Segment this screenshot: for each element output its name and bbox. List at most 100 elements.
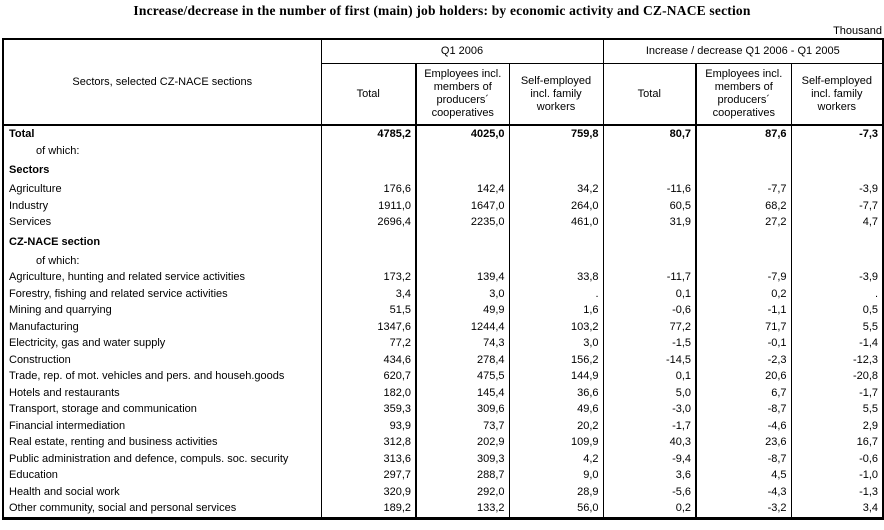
- value-cell: 20,2: [509, 417, 604, 434]
- page-title: Increase/decrease in the number of first…: [133, 3, 751, 18]
- value-cell: 3,4: [862, 502, 879, 515]
- value-cell: [321, 230, 417, 253]
- value-cell: -8,7: [696, 450, 792, 467]
- row-label: Hotels and restaurants: [3, 384, 322, 401]
- value-cell: 182,0: [321, 384, 417, 401]
- value-cell: 0,2: [603, 500, 698, 518]
- table-row: Construction 434,6 278,4 156,2 -14,5 -2,3 -12,…: [3, 351, 883, 368]
- value-cell: 297,7: [321, 467, 417, 484]
- value-cell: 4,7: [862, 216, 879, 229]
- value-cell: 60,5: [603, 197, 698, 214]
- row-label: Electricity, gas and water supply: [3, 335, 322, 352]
- value-cell: 0,5: [862, 304, 879, 317]
- table-row: Services 2696,4 2235,0 461,0 31,9 27,2 4,7: [3, 214, 883, 231]
- table-row: Agriculture 176,6 142,4 34,2 -11,6 -7,7 -3,9: [3, 181, 883, 198]
- row-label: Sectors: [3, 159, 322, 181]
- table-row: Trade, rep. of mot. vehicles and pers. a…: [3, 368, 883, 385]
- value-cell: -1,4: [859, 337, 879, 350]
- value-cell: 87,6: [696, 125, 792, 143]
- value-cell: 461,0: [509, 214, 604, 231]
- value-cell: 23,6: [696, 434, 792, 451]
- value-cell: 1347,6: [321, 318, 417, 335]
- value-cell: 5,5: [862, 320, 879, 333]
- value-cell: [321, 159, 417, 181]
- table-row: Forestry, fishing and related service ac…: [3, 285, 883, 302]
- value-cell: [321, 142, 417, 159]
- value-cell: -7,7: [696, 181, 792, 198]
- value-cell: 264,0: [509, 197, 604, 214]
- value-cell: [791, 253, 883, 270]
- table-row: Education 297,7 288,7 9,0 3,6 4,5 -1,0: [3, 467, 883, 484]
- column-group-increase-decrease: Increase / decrease Q1 2006 - Q1 2005: [603, 39, 884, 64]
- value-cell: -12,3: [852, 353, 879, 366]
- row-label: Mining and quarrying: [3, 302, 322, 319]
- table-row: Transport, storage and communication 359,…: [3, 401, 883, 418]
- value-cell: 139,4: [416, 269, 510, 286]
- value-cell: [509, 230, 604, 253]
- value-cell: 2696,4: [321, 214, 417, 231]
- row-label: Services: [3, 214, 322, 231]
- row-label: Public administration and defence, compu…: [3, 450, 322, 467]
- row-label: Total: [3, 125, 322, 143]
- value-cell: 34,2: [509, 181, 604, 198]
- value-cell: [603, 252, 698, 269]
- value-cell: -9,4: [603, 450, 698, 467]
- row-label: Real estate, renting and business activi…: [3, 434, 322, 451]
- value-cell: -11,6: [603, 181, 698, 198]
- value-cell: 156,2: [509, 351, 604, 368]
- value-cell: 359,3: [321, 401, 417, 418]
- table-row: Public administration and defence, compu…: [3, 450, 883, 467]
- value-cell: -3,0: [603, 401, 698, 418]
- value-cell: 759,8: [509, 125, 604, 143]
- value-cell: 73,7: [416, 417, 510, 434]
- header-subcolumn-row: Total Employees incl. members of produce…: [3, 63, 884, 126]
- value-cell: 144,9: [509, 368, 604, 385]
- value-cell: 176,6: [321, 181, 417, 198]
- value-cell: 202,9: [416, 434, 510, 451]
- value-cell: 620,7: [321, 368, 417, 385]
- value-cell: [321, 252, 417, 269]
- value-cell: 103,2: [509, 318, 604, 335]
- value-cell: 3,0: [416, 285, 510, 302]
- header-group-row: Sectors, selected CZ-NACE sections Q1 20…: [3, 39, 884, 126]
- value-cell: 9,0: [509, 467, 604, 484]
- row-header: Sectors, selected CZ-NACE sections: [3, 39, 322, 126]
- value-cell: 20,6: [696, 368, 792, 385]
- value-cell: [509, 142, 604, 159]
- value-cell: [603, 230, 698, 253]
- value-cell: -4,6: [696, 417, 792, 434]
- value-cell: -1,3: [859, 485, 879, 498]
- table-row: Manufacturing 1347,6 1244,4 103,2 77,2 71,7 5,…: [3, 318, 883, 335]
- value-cell: [696, 159, 792, 181]
- value-cell: -2,3: [696, 351, 792, 368]
- value-cell: -20,8: [852, 370, 879, 383]
- value-cell: -3,9: [859, 271, 879, 284]
- value-cell: -5,6: [603, 483, 698, 500]
- value-cell: 1647,0: [416, 197, 510, 214]
- value-cell: .: [874, 287, 879, 300]
- value-cell: 68,2: [696, 197, 792, 214]
- row-label: Other community, social and personal ser…: [3, 500, 322, 518]
- row-label: Education: [3, 467, 322, 484]
- value-cell: [416, 142, 510, 159]
- value-cell: 80,7: [603, 125, 698, 143]
- value-cell: 0,1: [603, 368, 698, 385]
- row-label: CZ-NACE section: [3, 230, 322, 253]
- value-cell: -4,3: [696, 483, 792, 500]
- value-cell: 309,3: [416, 450, 510, 467]
- value-cell: 49,6: [509, 401, 604, 418]
- data-table: Sectors, selected CZ-NACE sections Q1 20…: [2, 38, 884, 520]
- value-cell: 313,6: [321, 450, 417, 467]
- table-row: CZ-NACE section: [3, 230, 883, 253]
- value-cell: 56,0: [509, 500, 604, 518]
- column-header-inc-self-employed: Self-employed incl. family workers: [791, 63, 884, 126]
- value-cell: -3,9: [859, 183, 879, 196]
- value-cell: 475,5: [416, 368, 510, 385]
- unit-label: Thousand: [833, 25, 882, 37]
- value-cell: 5,0: [603, 384, 698, 401]
- value-cell: [696, 230, 792, 253]
- value-cell: 27,2: [696, 214, 792, 231]
- value-cell: -0,1: [696, 335, 792, 352]
- value-cell: 434,6: [321, 351, 417, 368]
- value-cell: [791, 231, 883, 253]
